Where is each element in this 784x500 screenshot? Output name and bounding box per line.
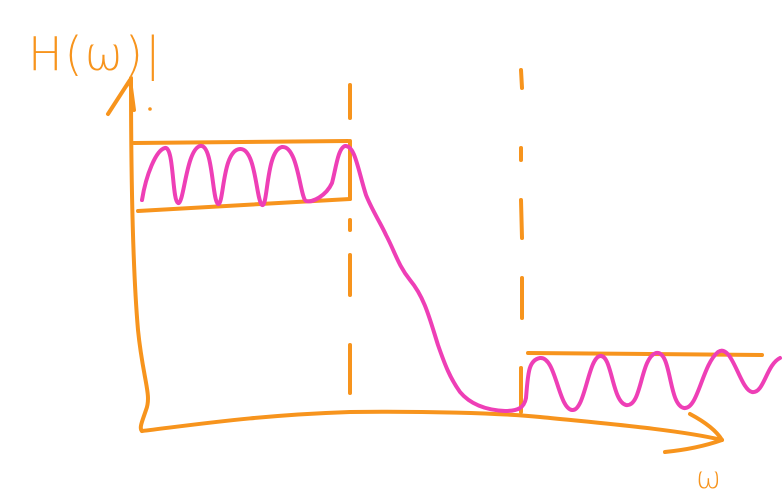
x-axis-line	[140, 409, 724, 442]
stopband-box	[526, 351, 764, 357]
passband-top-line	[132, 139, 350, 145]
y-axis-line	[129, 76, 150, 433]
x-axis	[140, 409, 724, 454]
passband-bottom-line	[136, 197, 352, 213]
y-axis	[106, 76, 150, 433]
x-axis-arrowhead	[663, 412, 724, 454]
stray-dot	[148, 107, 152, 111]
y-axis-arrowhead	[106, 78, 136, 116]
x-axis-label: ω	[696, 461, 721, 496]
stopband-edge-dashed-line	[519, 68, 524, 414]
y-axis-label: H(ω)|	[28, 27, 163, 82]
response-curve	[140, 144, 782, 413]
stopband-top-line	[526, 351, 764, 357]
